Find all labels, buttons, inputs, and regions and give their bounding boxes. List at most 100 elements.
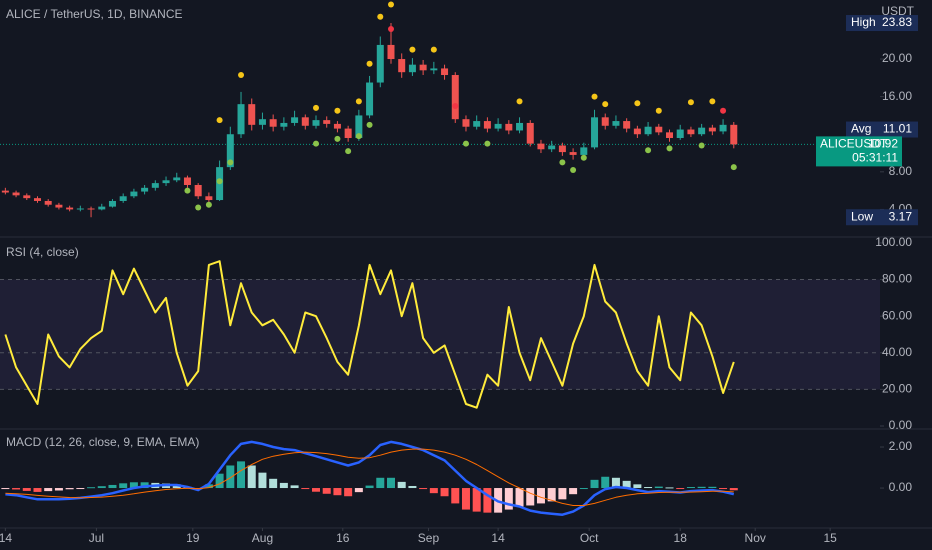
candle-body xyxy=(451,75,459,120)
high-box-bg xyxy=(846,15,918,32)
candle-body xyxy=(601,117,609,126)
candle-body xyxy=(644,126,652,135)
last-box-bg xyxy=(816,136,902,167)
candle-body xyxy=(516,122,524,131)
signal-dot xyxy=(387,1,394,8)
candle-body xyxy=(408,64,416,73)
signal-dot xyxy=(559,159,566,166)
histogram-bar xyxy=(247,465,256,489)
signal-dot xyxy=(195,204,202,211)
histogram-bar xyxy=(419,488,428,490)
histogram-bar xyxy=(526,488,535,506)
candle-body xyxy=(558,145,566,153)
candle-body xyxy=(612,121,620,126)
histogram-bar xyxy=(697,486,706,489)
rsi-band xyxy=(0,279,880,390)
histogram-bar xyxy=(129,482,138,489)
signal-dot xyxy=(516,98,523,105)
x-tick-label: 15 xyxy=(824,531,838,545)
histogram-bar xyxy=(547,488,556,502)
histogram-bar xyxy=(536,488,545,504)
candle-body xyxy=(194,184,202,197)
signal-dot xyxy=(227,159,234,166)
candle-body xyxy=(473,121,481,127)
signal-dot xyxy=(366,121,373,128)
signal-dot xyxy=(720,107,727,114)
candle-body xyxy=(708,127,716,132)
histogram-bar xyxy=(440,488,449,497)
candle-body xyxy=(108,200,116,207)
low-value: 3.17 xyxy=(889,209,913,223)
signal-dot xyxy=(409,46,416,53)
signal-dot xyxy=(602,101,609,108)
y-tick-label: 2.00 xyxy=(889,439,913,453)
candle-body xyxy=(633,128,641,135)
candle-body xyxy=(366,82,374,116)
line xyxy=(5,440,735,516)
avg-box: Avg 11.01 xyxy=(846,121,918,138)
y-tick-label: 100.00 xyxy=(875,235,912,249)
signal-dot xyxy=(591,93,598,100)
low-label: Low xyxy=(851,209,873,223)
avg-value: 11.01 xyxy=(883,122,912,136)
line xyxy=(4,260,735,409)
candle-body xyxy=(548,145,556,150)
candle-body xyxy=(205,196,213,201)
histogram-bar xyxy=(12,488,21,490)
signal-dot xyxy=(484,140,491,147)
candle-body xyxy=(87,208,95,210)
histogram-bar xyxy=(451,488,460,504)
histogram-bar xyxy=(65,488,74,490)
histogram-bar xyxy=(119,483,128,489)
histogram-bar xyxy=(333,488,342,496)
histogram-bar xyxy=(408,485,417,489)
candle-body xyxy=(483,121,491,129)
candle-body xyxy=(44,200,52,205)
signal-dot xyxy=(216,117,223,124)
histogram-bar xyxy=(601,476,610,489)
signal-dot xyxy=(430,46,437,53)
signal-dot xyxy=(387,25,394,32)
histogram-bar xyxy=(1,488,10,490)
histogram-bar xyxy=(515,488,524,507)
candle-body xyxy=(183,177,191,185)
y-tick-label: 8.00 xyxy=(889,164,913,178)
histogram-bar xyxy=(472,488,481,512)
histogram-bar xyxy=(686,487,695,489)
y-tick-label: 20.00 xyxy=(882,382,912,396)
histogram-bar xyxy=(558,488,567,500)
y-tick-label: 80.00 xyxy=(882,272,912,286)
candle-body xyxy=(66,207,74,210)
line xyxy=(5,448,734,506)
signal-dot xyxy=(184,187,191,194)
signal-dot xyxy=(313,104,320,111)
candle-body xyxy=(719,124,727,132)
candle-body xyxy=(623,121,631,129)
signal-dot xyxy=(634,100,641,107)
signal-dot xyxy=(666,145,673,152)
histogram-bar xyxy=(237,461,246,489)
histogram-bar xyxy=(719,488,728,490)
candle-body xyxy=(130,191,138,197)
signal-dot xyxy=(216,178,223,185)
candle-body xyxy=(33,198,41,201)
signal-dot xyxy=(334,135,341,142)
signal-dot xyxy=(452,103,459,110)
histogram-bar xyxy=(633,484,642,489)
histogram-bar xyxy=(676,488,685,490)
candle-body xyxy=(730,124,738,145)
signal-dot xyxy=(580,154,587,161)
histogram-bar xyxy=(269,478,278,489)
candle-body xyxy=(258,119,266,125)
currency: USDT xyxy=(881,4,914,18)
candle-body xyxy=(280,122,288,127)
signal-dot xyxy=(238,72,245,79)
candle-body xyxy=(162,180,170,184)
candle-body xyxy=(76,208,84,210)
last-value: 10.92 xyxy=(868,137,898,151)
histogram-bar xyxy=(22,488,31,491)
histogram-bar xyxy=(97,486,106,489)
histogram-bar xyxy=(76,488,85,490)
low-box-bg xyxy=(846,209,918,226)
signal-dot xyxy=(570,166,577,173)
